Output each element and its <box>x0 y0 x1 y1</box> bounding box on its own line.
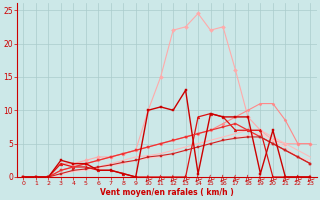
X-axis label: Vent moyen/en rafales ( km/h ): Vent moyen/en rafales ( km/h ) <box>100 188 234 197</box>
